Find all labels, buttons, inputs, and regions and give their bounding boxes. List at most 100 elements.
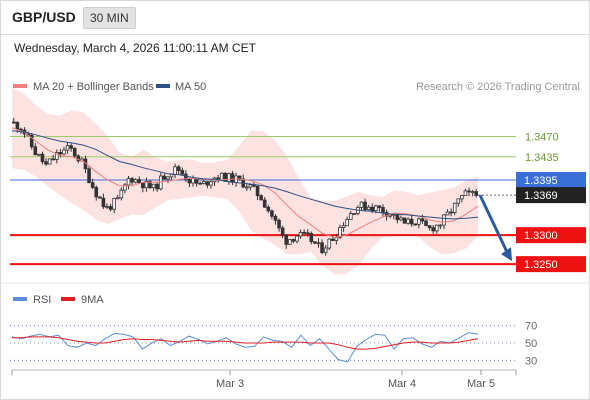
- candle-body: [51, 158, 56, 161]
- candle-body: [126, 178, 131, 186]
- candle-body: [338, 227, 342, 238]
- candle-body: [105, 206, 109, 208]
- x-tick-label: Mar 5: [467, 378, 495, 390]
- candle-body: [15, 121, 20, 130]
- candle-body: [305, 232, 310, 235]
- candle-body: [470, 191, 475, 193]
- candle-body: [334, 237, 339, 241]
- level-label-1.3395: 1.3395: [524, 175, 558, 187]
- candle-body: [148, 181, 152, 189]
- rsi-legend: RSI 9MA: [13, 294, 104, 306]
- candle-body: [151, 183, 156, 189]
- candle-body: [191, 178, 195, 184]
- candle-body: [108, 206, 113, 210]
- candle-body: [55, 152, 59, 160]
- level-label-1.3250: 1.3250: [524, 259, 558, 271]
- candle-body: [445, 211, 450, 216]
- candle-body: [198, 182, 202, 185]
- candle-body: [155, 183, 159, 190]
- x-tick-label: Mar 3: [216, 378, 244, 390]
- candle-body: [94, 187, 99, 198]
- candle-body: [298, 231, 303, 237]
- candle-body: [456, 198, 461, 204]
- rsi-ma-legend-label: 9MA: [81, 294, 104, 306]
- candle-body: [33, 146, 38, 156]
- rsi-chart: 70 50 30: [10, 321, 537, 367]
- rsi-tick-70: 70: [525, 321, 537, 333]
- candle-body: [173, 166, 177, 175]
- candle-body: [141, 182, 145, 189]
- candle-body: [144, 181, 149, 189]
- candle-body: [112, 197, 116, 210]
- candle-body: [180, 170, 185, 175]
- candle-body: [201, 181, 206, 184]
- ma20-swatch: [13, 84, 27, 88]
- x-axis: Mar 3 Mar 4 Mar 5: [11, 369, 517, 390]
- candle-body: [137, 179, 142, 184]
- candle-body: [277, 219, 281, 229]
- candle-body: [316, 242, 321, 245]
- rsi-tick-30: 30: [525, 355, 537, 367]
- candle-body: [184, 173, 188, 180]
- level-tag-1.3250: [516, 256, 586, 273]
- candle-body: [47, 158, 52, 165]
- candle-body: [244, 186, 249, 189]
- candle-body: [474, 191, 479, 196]
- symbol-label: GBP/USD: [12, 9, 76, 25]
- candle-body: [291, 239, 296, 242]
- chart-header: GBP/USD 30 MIN: [0, 0, 590, 35]
- candle-body: [266, 206, 271, 212]
- rsi-line: [11, 332, 479, 363]
- level-label-1.3470: 1.3470: [525, 132, 559, 144]
- candle-body: [227, 173, 231, 182]
- candle-body: [320, 242, 324, 254]
- candle-body: [11, 121, 16, 124]
- candle-body: [323, 247, 328, 254]
- candle-body: [223, 172, 228, 182]
- candle-body: [98, 196, 102, 199]
- candle-body: [449, 211, 453, 214]
- candle-body: [115, 197, 120, 200]
- level-tag-1.3300: [516, 227, 586, 244]
- candle-body: [374, 205, 378, 212]
- candle-body: [366, 206, 371, 210]
- candle-body: [37, 153, 41, 156]
- price-chart: 1.3470 1.3435 1.3395 1.3300 1.3250 1.3369: [10, 87, 586, 275]
- level-label-1.3300: 1.3300: [524, 230, 558, 242]
- ma50-legend-label: MA 50: [175, 81, 206, 93]
- candle-body: [348, 213, 353, 220]
- candle-body: [90, 182, 95, 188]
- candle-body: [302, 231, 306, 234]
- candle-body: [219, 172, 224, 181]
- candle-body: [119, 189, 124, 199]
- rsi-ma-swatch: [61, 297, 75, 301]
- rsi-tick-50: 50: [525, 338, 537, 350]
- ma20-legend-label: MA 20 + Bollinger Bands: [33, 81, 154, 93]
- timeframe-button[interactable]: 30 MIN: [83, 7, 136, 29]
- candle-body: [72, 147, 77, 157]
- candle-body: [377, 205, 382, 208]
- candle-body: [345, 219, 349, 227]
- candle-body: [40, 153, 45, 163]
- candle-body: [130, 178, 134, 183]
- candle-body: [359, 201, 364, 208]
- candle-body: [58, 152, 63, 155]
- candle-body: [399, 217, 403, 221]
- candle-body: [370, 206, 375, 212]
- candle-body: [420, 218, 425, 222]
- projection-arrow-head: [501, 247, 512, 262]
- candle-body: [431, 227, 435, 232]
- candle-body: [259, 195, 263, 201]
- candle-body: [248, 184, 253, 188]
- candle-body: [187, 179, 192, 184]
- candle-body: [133, 179, 138, 183]
- candle-body: [417, 218, 421, 225]
- current-price-label: 1.3369: [524, 190, 558, 202]
- research-credit: Research © 2026 Trading Central: [416, 81, 580, 93]
- candle-body: [29, 134, 34, 148]
- main-legend: MA 20 + Bollinger Bands MA 50 Research ©…: [13, 81, 580, 93]
- rsi-ma-line: [12, 336, 479, 350]
- candle-body: [413, 223, 418, 226]
- candle-body: [452, 202, 457, 213]
